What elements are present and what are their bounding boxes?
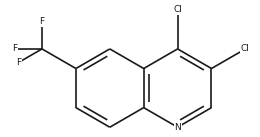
Text: F: F: [12, 44, 17, 53]
Text: Cl: Cl: [173, 5, 182, 14]
Text: F: F: [40, 17, 44, 26]
Text: N: N: [174, 123, 181, 132]
Text: Cl: Cl: [241, 44, 250, 53]
Text: F: F: [16, 58, 21, 67]
